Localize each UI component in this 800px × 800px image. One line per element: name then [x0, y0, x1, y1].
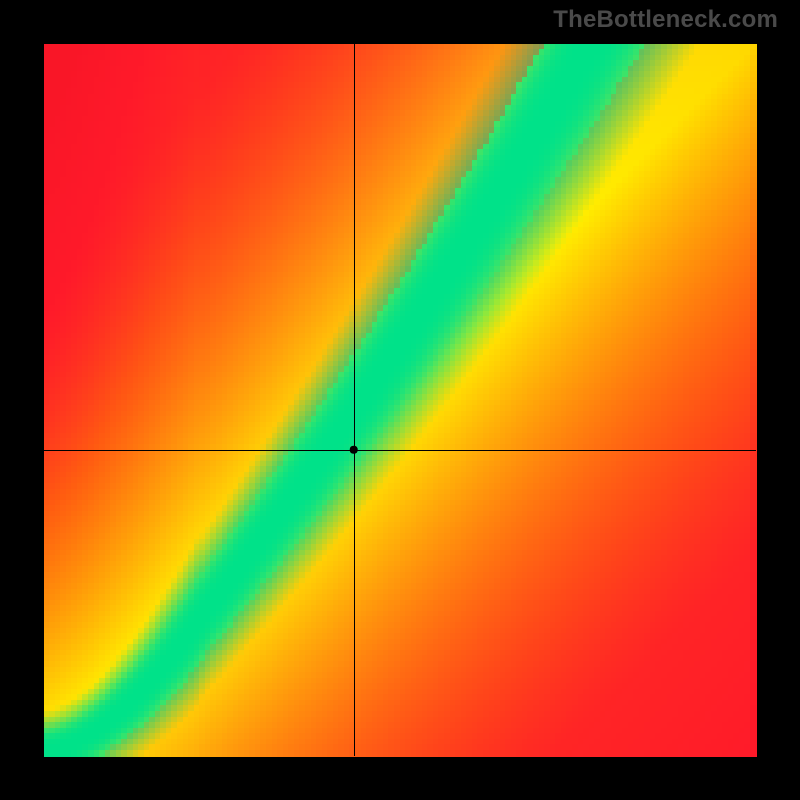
chart-container: TheBottleneck.com [0, 0, 800, 800]
heatmap-canvas [0, 0, 800, 800]
